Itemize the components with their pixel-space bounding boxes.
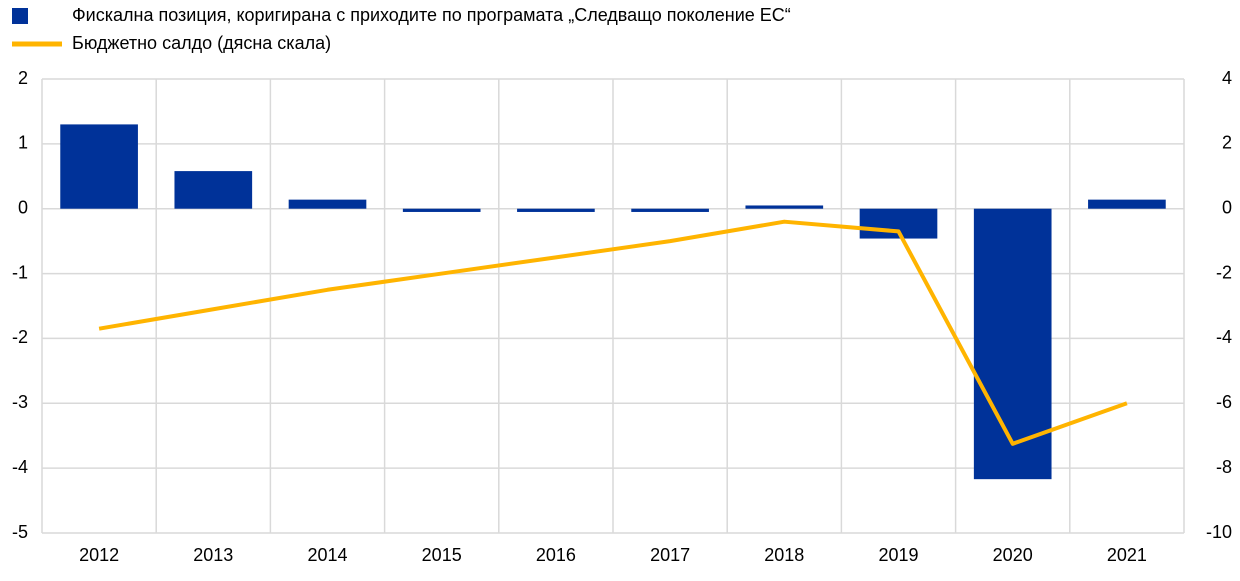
x-tick-label: 2017	[650, 545, 690, 565]
legend-marker	[12, 8, 28, 24]
y2-tick-label: -8	[1216, 457, 1232, 477]
y2-tick-label: 0	[1222, 197, 1232, 217]
y-tick-label: -5	[12, 522, 28, 542]
x-tick-label: 2019	[878, 545, 918, 565]
y-tick-label: -4	[12, 457, 28, 477]
x-tick-label: 2012	[79, 545, 119, 565]
line	[98, 219, 1128, 446]
bar	[402, 208, 481, 212]
legend-label: Фискална позиция, коригирана с приходите…	[72, 5, 791, 25]
x-tick-label: 2018	[764, 545, 804, 565]
x-tick-label: 2013	[193, 545, 233, 565]
bar	[288, 199, 367, 209]
y-tick-label: -3	[12, 392, 28, 412]
x-tick-label: 2015	[422, 545, 462, 565]
bar	[174, 171, 253, 209]
y-tick-label: 0	[18, 197, 28, 217]
bar	[973, 208, 1052, 480]
legend-label: Бюджетно салдо (дясна скала)	[72, 33, 331, 53]
y2-tick-label: -6	[1216, 392, 1232, 412]
y2-tick-label: 2	[1222, 133, 1232, 153]
y2-tick-label: -4	[1216, 327, 1232, 347]
y-tick-label: 2	[18, 68, 28, 88]
y2-tick-label: 4	[1222, 68, 1232, 88]
y-tick-label: -2	[12, 327, 28, 347]
bar	[745, 205, 824, 209]
bar	[60, 124, 138, 209]
bar	[1088, 199, 1166, 209]
y-tick-label: 1	[18, 133, 28, 153]
bar	[631, 208, 709, 212]
x-tick-label: 2014	[307, 545, 347, 565]
bar	[517, 208, 595, 212]
y2-tick-label: -10	[1206, 522, 1232, 542]
x-tick-label: 2016	[536, 545, 576, 565]
x-tick-label: 2020	[993, 545, 1033, 565]
x-tick-label: 2021	[1107, 545, 1147, 565]
y2-tick-label: -2	[1216, 262, 1232, 282]
y-tick-label: -1	[12, 262, 28, 282]
